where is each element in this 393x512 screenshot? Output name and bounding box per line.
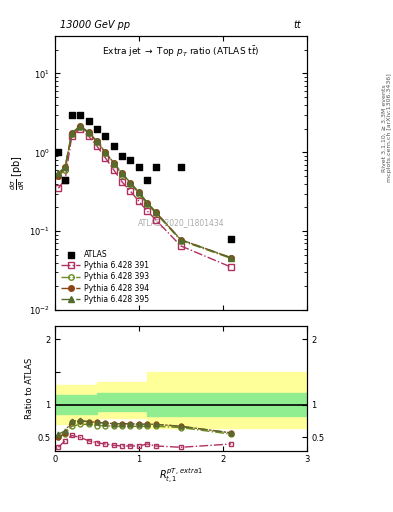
ATLAS [62, 176, 68, 184]
Pythia 6.428 393 [178, 238, 183, 244]
Pythia 6.428 395 [86, 129, 91, 135]
Line: Pythia 6.428 391: Pythia 6.428 391 [55, 126, 234, 270]
Y-axis label: Ratio to ATLAS: Ratio to ATLAS [25, 357, 34, 419]
Y-axis label: $\frac{d\sigma}{dR}$ [pb]: $\frac{d\sigma}{dR}$ [pb] [8, 156, 27, 190]
Pythia 6.428 391 [95, 143, 99, 149]
Pythia 6.428 391 [136, 198, 141, 204]
Pythia 6.428 391 [86, 133, 91, 139]
ATLAS [77, 111, 83, 119]
Pythia 6.428 395 [229, 254, 233, 261]
ATLAS [228, 234, 234, 243]
Pythia 6.428 391 [103, 155, 108, 161]
ATLAS [144, 176, 151, 184]
Text: Rivet 3.1.10, ≥ 3.3M events: Rivet 3.1.10, ≥ 3.3M events [382, 84, 387, 172]
Pythia 6.428 393 [120, 172, 125, 178]
Line: Pythia 6.428 394: Pythia 6.428 394 [55, 123, 234, 261]
Pythia 6.428 395 [136, 189, 141, 196]
ATLAS [94, 124, 100, 133]
Text: tt: tt [294, 20, 301, 30]
ATLAS [55, 148, 62, 156]
ATLAS [119, 152, 125, 160]
Pythia 6.428 391 [229, 264, 233, 270]
Text: mcplots.cern.ch [arXiv:1306.3436]: mcplots.cern.ch [arXiv:1306.3436] [387, 74, 392, 182]
Pythia 6.428 395 [95, 138, 99, 144]
Pythia 6.428 394 [63, 164, 68, 170]
Pythia 6.428 394 [103, 149, 108, 155]
Pythia 6.428 391 [111, 167, 116, 173]
Pythia 6.428 394 [136, 189, 141, 196]
ATLAS [85, 117, 92, 125]
Pythia 6.428 394 [229, 254, 233, 261]
Pythia 6.428 395 [70, 130, 74, 136]
Pythia 6.428 395 [120, 170, 125, 177]
Pythia 6.428 393 [136, 190, 141, 197]
Pythia 6.428 391 [63, 177, 68, 183]
Pythia 6.428 394 [86, 129, 91, 135]
Pythia 6.428 394 [120, 170, 125, 177]
Pythia 6.428 393 [128, 181, 133, 187]
Pythia 6.428 394 [111, 160, 116, 166]
Pythia 6.428 393 [153, 210, 158, 216]
Pythia 6.428 393 [95, 139, 99, 145]
ATLAS [102, 132, 108, 140]
ATLAS [110, 142, 117, 150]
Pythia 6.428 394 [70, 130, 74, 136]
Pythia 6.428 395 [56, 169, 61, 176]
Pythia 6.428 393 [103, 150, 108, 156]
Text: 13000 GeV pp: 13000 GeV pp [60, 20, 130, 30]
Pythia 6.428 391 [178, 243, 183, 249]
Text: Extra jet $\rightarrow$ Top $p_T$ ratio (ATLAS t$\bar{t}$): Extra jet $\rightarrow$ Top $p_T$ ratio … [102, 44, 259, 59]
Pythia 6.428 395 [111, 160, 116, 166]
Pythia 6.428 393 [145, 201, 150, 207]
Line: Pythia 6.428 395: Pythia 6.428 395 [55, 123, 234, 261]
Pythia 6.428 395 [178, 237, 183, 243]
Pythia 6.428 391 [145, 208, 150, 214]
Pythia 6.428 393 [56, 173, 61, 179]
Pythia 6.428 394 [145, 200, 150, 206]
Pythia 6.428 395 [103, 149, 108, 155]
Text: ATLAS_2020_I1801434: ATLAS_2020_I1801434 [138, 218, 224, 227]
Pythia 6.428 395 [145, 200, 150, 206]
Pythia 6.428 393 [111, 160, 116, 166]
ATLAS [69, 111, 75, 119]
Pythia 6.428 391 [128, 188, 133, 195]
Pythia 6.428 391 [120, 179, 125, 185]
Pythia 6.428 393 [63, 167, 68, 173]
Pythia 6.428 391 [56, 185, 61, 191]
Pythia 6.428 394 [78, 123, 83, 129]
Pythia 6.428 393 [78, 124, 83, 130]
Pythia 6.428 394 [95, 138, 99, 144]
ATLAS [152, 163, 159, 171]
Pythia 6.428 393 [229, 255, 233, 262]
Pythia 6.428 391 [153, 217, 158, 223]
Line: Pythia 6.428 393: Pythia 6.428 393 [55, 124, 234, 261]
Legend: ATLAS, Pythia 6.428 391, Pythia 6.428 393, Pythia 6.428 394, Pythia 6.428 395: ATLAS, Pythia 6.428 391, Pythia 6.428 39… [59, 247, 151, 306]
Pythia 6.428 395 [128, 180, 133, 186]
ATLAS [136, 163, 142, 171]
Pythia 6.428 394 [153, 209, 158, 215]
X-axis label: $R_{t,1}^{pT,\,extra1}$: $R_{t,1}^{pT,\,extra1}$ [159, 467, 203, 486]
Pythia 6.428 395 [63, 164, 68, 170]
Pythia 6.428 393 [86, 130, 91, 136]
Pythia 6.428 395 [153, 209, 158, 215]
Pythia 6.428 395 [78, 123, 83, 129]
ATLAS [127, 156, 134, 164]
Pythia 6.428 394 [178, 237, 183, 243]
Pythia 6.428 394 [128, 180, 133, 186]
Pythia 6.428 391 [78, 125, 83, 132]
Pythia 6.428 394 [56, 173, 61, 179]
ATLAS [178, 163, 184, 171]
Pythia 6.428 393 [70, 131, 74, 137]
Pythia 6.428 391 [70, 133, 74, 139]
